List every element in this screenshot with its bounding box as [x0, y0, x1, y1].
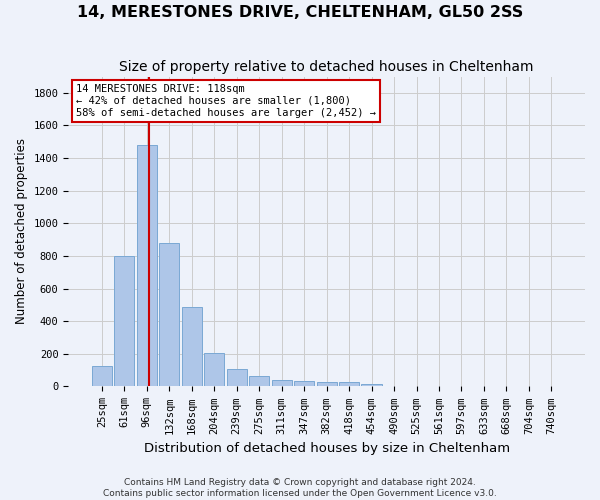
Title: Size of property relative to detached houses in Cheltenham: Size of property relative to detached ho… — [119, 60, 534, 74]
Bar — [159, 243, 179, 386]
Bar — [272, 380, 292, 386]
Bar — [249, 376, 269, 386]
Bar — [339, 382, 359, 386]
Bar — [114, 256, 134, 386]
Bar — [317, 382, 337, 386]
Bar — [294, 380, 314, 386]
Bar — [92, 366, 112, 386]
Bar — [204, 353, 224, 386]
Text: 14, MERESTONES DRIVE, CHELTENHAM, GL50 2SS: 14, MERESTONES DRIVE, CHELTENHAM, GL50 2… — [77, 5, 523, 20]
Y-axis label: Number of detached properties: Number of detached properties — [15, 138, 28, 324]
Text: Contains HM Land Registry data © Crown copyright and database right 2024.
Contai: Contains HM Land Registry data © Crown c… — [103, 478, 497, 498]
Bar — [182, 306, 202, 386]
Bar — [227, 370, 247, 386]
X-axis label: Distribution of detached houses by size in Cheltenham: Distribution of detached houses by size … — [143, 442, 510, 455]
Bar — [361, 384, 382, 386]
Bar — [137, 145, 157, 386]
Text: 14 MERESTONES DRIVE: 118sqm
← 42% of detached houses are smaller (1,800)
58% of : 14 MERESTONES DRIVE: 118sqm ← 42% of det… — [76, 84, 376, 117]
